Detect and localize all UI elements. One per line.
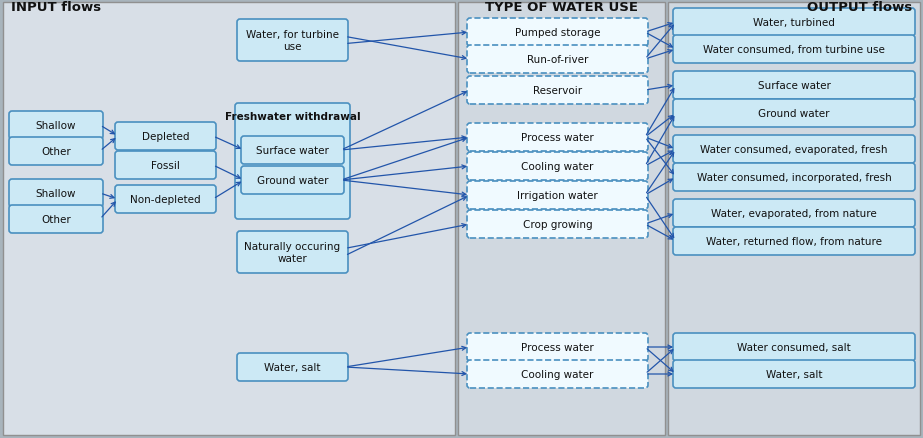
Text: Naturally occuring
water: Naturally occuring water: [245, 242, 341, 263]
Text: Pumped storage: Pumped storage: [515, 28, 600, 38]
FancyBboxPatch shape: [3, 3, 455, 435]
Text: Water consumed, evaporated, fresh: Water consumed, evaporated, fresh: [701, 145, 888, 155]
FancyBboxPatch shape: [673, 333, 915, 361]
FancyBboxPatch shape: [115, 152, 216, 180]
Text: Water, salt: Water, salt: [264, 362, 321, 372]
FancyBboxPatch shape: [235, 104, 350, 219]
FancyBboxPatch shape: [668, 3, 920, 435]
FancyBboxPatch shape: [237, 231, 348, 273]
Text: OUTPUT flows: OUTPUT flows: [807, 1, 912, 14]
FancyBboxPatch shape: [115, 123, 216, 151]
FancyBboxPatch shape: [237, 353, 348, 381]
FancyBboxPatch shape: [467, 182, 648, 209]
Text: INPUT flows: INPUT flows: [11, 1, 102, 14]
Text: Water, turbined: Water, turbined: [753, 18, 835, 28]
Text: Water, evaporated, from nature: Water, evaporated, from nature: [711, 208, 877, 219]
Text: Cooling water: Cooling water: [521, 162, 593, 172]
Text: Other: Other: [42, 215, 71, 225]
FancyBboxPatch shape: [237, 20, 348, 62]
Text: Depleted: Depleted: [142, 132, 189, 141]
FancyBboxPatch shape: [9, 205, 103, 233]
Text: Shallow: Shallow: [36, 189, 77, 198]
FancyBboxPatch shape: [9, 112, 103, 140]
Text: Surface water: Surface water: [758, 81, 831, 91]
FancyBboxPatch shape: [467, 211, 648, 238]
Text: Shallow: Shallow: [36, 121, 77, 131]
Text: Water, for turbine
use: Water, for turbine use: [246, 30, 339, 52]
FancyBboxPatch shape: [467, 333, 648, 361]
FancyBboxPatch shape: [673, 360, 915, 388]
Text: Process water: Process water: [521, 342, 593, 352]
FancyBboxPatch shape: [673, 100, 915, 128]
Text: Run-of-river: Run-of-river: [527, 55, 588, 65]
Text: Water, salt: Water, salt: [766, 369, 822, 379]
FancyBboxPatch shape: [9, 180, 103, 208]
FancyBboxPatch shape: [673, 72, 915, 100]
Text: Surface water: Surface water: [256, 146, 329, 155]
FancyBboxPatch shape: [241, 137, 344, 165]
FancyBboxPatch shape: [467, 124, 648, 152]
Text: Ground water: Ground water: [759, 109, 830, 119]
Text: Water consumed, incorporated, fresh: Water consumed, incorporated, fresh: [697, 173, 892, 183]
FancyBboxPatch shape: [9, 138, 103, 166]
FancyBboxPatch shape: [673, 227, 915, 255]
FancyBboxPatch shape: [673, 164, 915, 191]
Text: Water consumed, from turbine use: Water consumed, from turbine use: [703, 45, 885, 55]
FancyBboxPatch shape: [467, 360, 648, 388]
Text: Cooling water: Cooling water: [521, 369, 593, 379]
Text: Water consumed, salt: Water consumed, salt: [737, 342, 851, 352]
FancyBboxPatch shape: [673, 36, 915, 64]
FancyBboxPatch shape: [115, 186, 216, 213]
FancyBboxPatch shape: [458, 3, 665, 435]
Text: Irrigation water: Irrigation water: [517, 191, 598, 201]
FancyBboxPatch shape: [241, 166, 344, 194]
FancyBboxPatch shape: [673, 9, 915, 37]
Text: Freshwater withdrawal: Freshwater withdrawal: [224, 112, 360, 122]
Text: Non-depleted: Non-depleted: [130, 194, 201, 205]
FancyBboxPatch shape: [467, 153, 648, 180]
Text: Process water: Process water: [521, 133, 593, 143]
FancyBboxPatch shape: [467, 77, 648, 105]
Text: Water, returned flow, from nature: Water, returned flow, from nature: [706, 237, 882, 247]
FancyBboxPatch shape: [467, 19, 648, 47]
Text: Other: Other: [42, 147, 71, 157]
FancyBboxPatch shape: [673, 200, 915, 227]
Text: Crop growing: Crop growing: [522, 219, 593, 230]
FancyBboxPatch shape: [673, 136, 915, 164]
Text: Fossil: Fossil: [151, 161, 180, 171]
Text: Ground water: Ground water: [257, 176, 329, 186]
Text: Reservoir: Reservoir: [533, 86, 582, 96]
FancyBboxPatch shape: [467, 46, 648, 74]
Text: TYPE OF WATER USE: TYPE OF WATER USE: [485, 1, 638, 14]
